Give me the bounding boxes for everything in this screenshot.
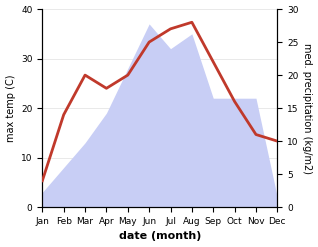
X-axis label: date (month): date (month) (119, 231, 201, 242)
Y-axis label: max temp (C): max temp (C) (5, 74, 16, 142)
Y-axis label: med. precipitation (kg/m2): med. precipitation (kg/m2) (302, 43, 313, 174)
